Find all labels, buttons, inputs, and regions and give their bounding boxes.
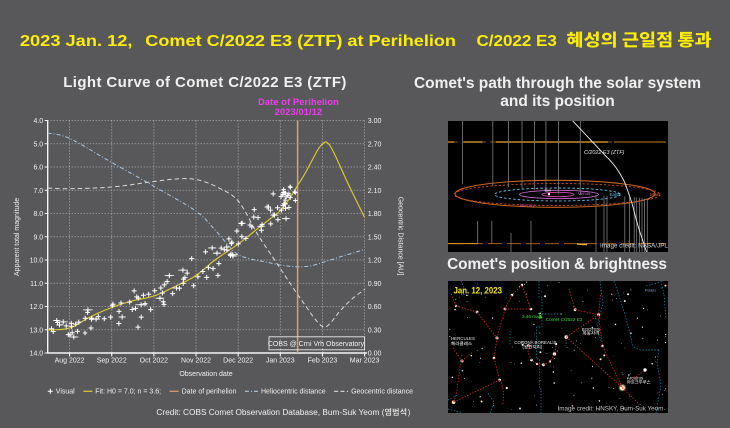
svg-text:Sun: Sun: [545, 189, 552, 193]
svg-text:BOOTES: BOOTES: [582, 327, 600, 332]
svg-text:Dec 2022: Dec 2022: [223, 358, 253, 365]
svg-text:0.30: 0.30: [368, 327, 382, 334]
svg-text:0.60: 0.60: [368, 304, 382, 311]
svg-text:Aug 2022: Aug 2022: [55, 358, 85, 365]
svg-text:CORONA BOREALIS: CORONA BOREALIS: [514, 340, 556, 345]
svg-text:1.50: 1.50: [368, 234, 382, 241]
svg-text:Date of perihelion: Date of perihelion: [182, 389, 237, 396]
svg-text:3.46 mag: 3.46 mag: [522, 314, 542, 319]
svg-text:2.10: 2.10: [368, 188, 382, 195]
svg-text:Mercury: Mercury: [520, 203, 536, 208]
svg-text:Credit: COBS Comet Observation: Credit: COBS Comet Observation Database,…: [156, 408, 384, 417]
svg-text:2.40: 2.40: [368, 165, 382, 172]
svg-text:10.0: 10.0: [30, 258, 44, 265]
svg-text:Mars: Mars: [650, 192, 661, 198]
svg-text:Image credit: HNSKY, Bum-Suk Y: Image credit: HNSKY, Bum-Suk Yeom: [558, 406, 664, 413]
svg-text:Observation date: Observation date: [179, 371, 232, 378]
svg-text:Oct 2022: Oct 2022: [140, 358, 169, 365]
svg-text:Mar 2023: Mar 2023: [350, 358, 380, 365]
svg-text:Apparent total magnitude: Apparent total magnitude: [14, 198, 21, 276]
svg-text:Geocentric Distance [AU]: Geocentric Distance [AU]: [397, 197, 404, 276]
svg-text:1.80: 1.80: [368, 211, 382, 218]
svg-text:Comet C/2022 E3 (ZTF) at Perih: Comet C/2022 E3 (ZTF) at Perihelion: [145, 33, 456, 50]
svg-text:Arcturus: Arcturus: [627, 376, 644, 381]
svg-text:C/2022 E3: C/2022 E3: [477, 33, 558, 50]
svg-text:Jan. 12, 2023: Jan. 12, 2023: [454, 285, 503, 295]
svg-text:COBS @ Crni Vrh Observatory: COBS @ Crni Vrh Observatory: [268, 341, 365, 348]
svg-text:5.0: 5.0: [33, 141, 43, 148]
svg-text:Polaris: Polaris: [645, 289, 656, 293]
svg-text:11.0: 11.0: [30, 281, 43, 288]
svg-text:3.00: 3.00: [368, 118, 382, 125]
svg-text:14.0: 14.0: [30, 351, 44, 358]
svg-text:0.00: 0.00: [368, 351, 382, 358]
svg-text:13.0: 13.0: [30, 327, 44, 334]
svg-text:1.20: 1.20: [368, 258, 382, 265]
svg-text:): ): [408, 408, 411, 417]
svg-text:2.70: 2.70: [368, 141, 382, 148]
svg-text:9.0: 9.0: [33, 234, 43, 241]
svg-text:6.0: 6.0: [33, 165, 43, 172]
svg-text:Sep 2022: Sep 2022: [97, 358, 127, 365]
svg-text:HERCULES: HERCULES: [451, 336, 475, 341]
svg-text:Earth: Earth: [610, 192, 621, 197]
svg-text:Comet C/2022 E3: Comet C/2022 E3: [546, 317, 583, 322]
svg-text:Heliocentric distance: Heliocentric distance: [261, 389, 326, 396]
svg-text:0.90: 0.90: [368, 281, 382, 288]
svg-text:4.0: 4.0: [33, 118, 43, 125]
svg-text:12.0: 12.0: [30, 304, 44, 311]
svg-text:Venus: Venus: [578, 191, 591, 196]
svg-text:Image credit: NASA/JPL: Image credit: NASA/JPL: [600, 243, 668, 250]
svg-text:7.0: 7.0: [33, 188, 43, 195]
svg-text:Nov 2022: Nov 2022: [181, 358, 211, 365]
svg-text:C/2022 E3 (ZTF): C/2022 E3 (ZTF): [584, 150, 625, 156]
svg-text:2023 Jan. 12,: 2023 Jan. 12,: [20, 33, 133, 50]
svg-text:8.0: 8.0: [33, 211, 43, 218]
svg-text:Jan 2023: Jan 2023: [266, 358, 295, 365]
svg-text:Geocentric distance: Geocentric distance: [351, 389, 413, 396]
svg-text:Visual: Visual: [56, 389, 75, 396]
svg-text:Fit: H0 = 7.0; n = 3.6;: Fit: H0 = 7.0; n = 3.6;: [95, 389, 161, 396]
svg-text:Feb 2023: Feb 2023: [308, 358, 338, 365]
